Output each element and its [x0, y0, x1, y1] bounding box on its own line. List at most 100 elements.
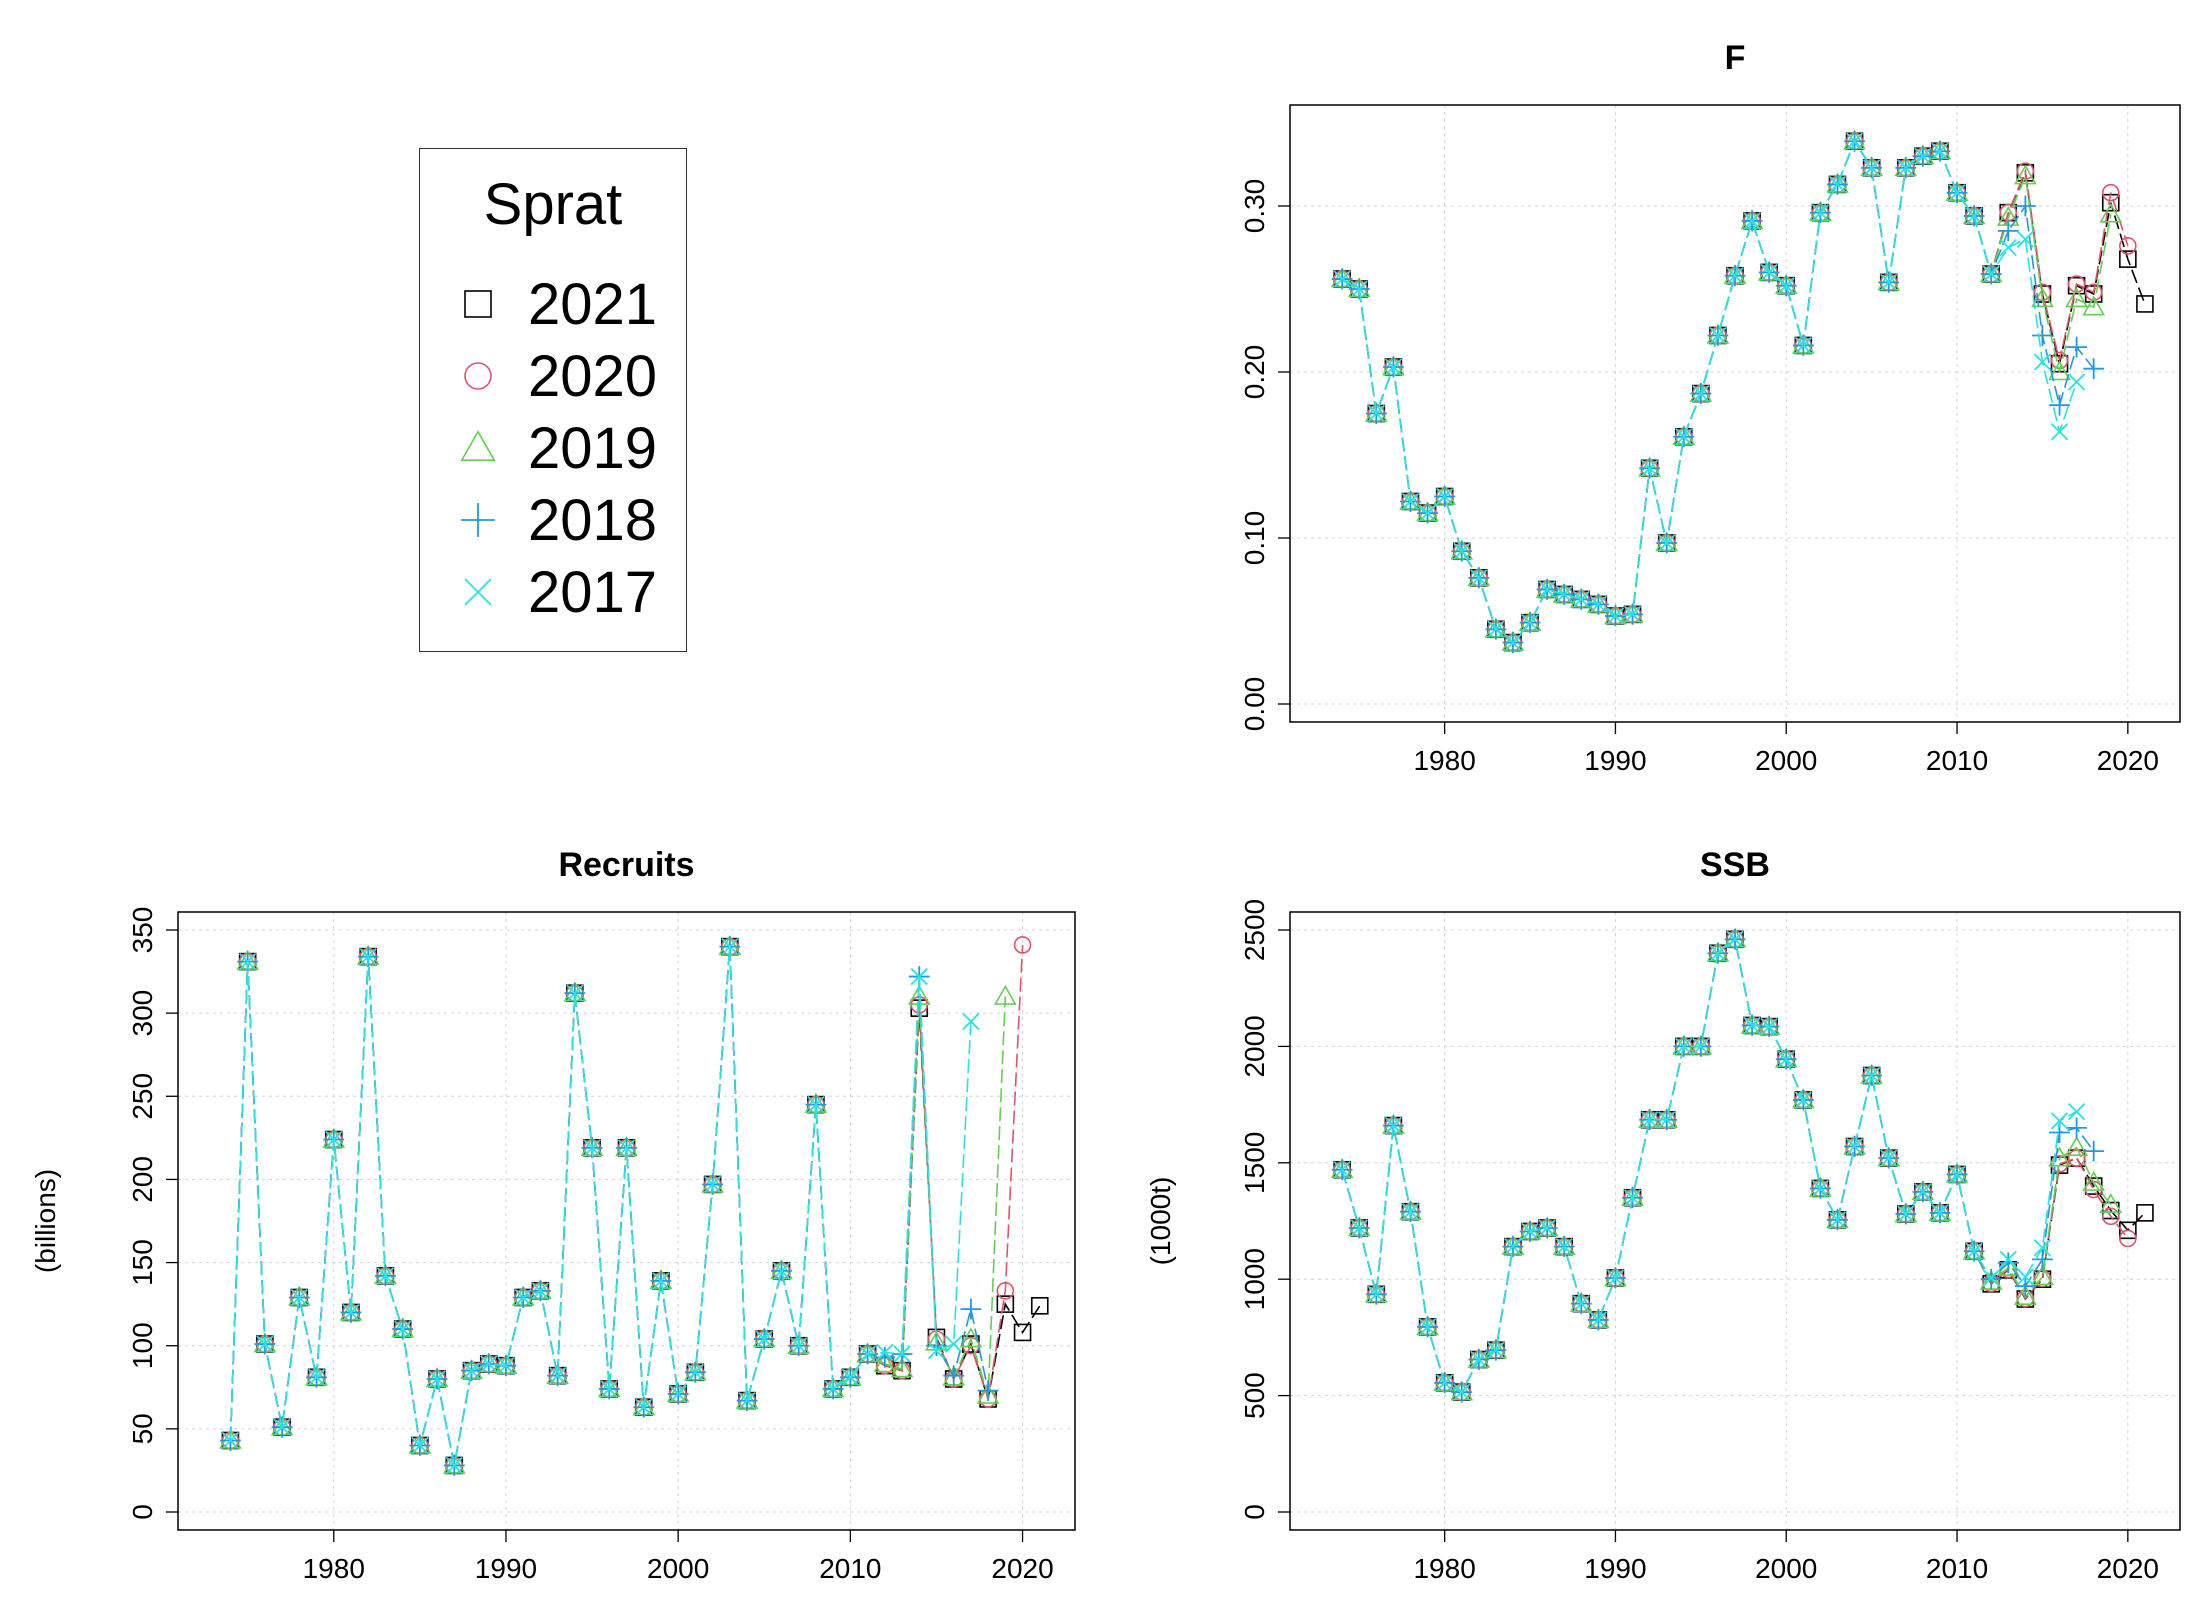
data-point [359, 947, 377, 966]
x-tick-label: 2010 [819, 1553, 881, 1584]
data-point [1453, 542, 1471, 560]
legend-item-2020: 2020 [450, 341, 680, 411]
data-point [2066, 336, 2087, 358]
data-point [342, 1303, 360, 1322]
data-point [462, 1362, 481, 1380]
data-point [531, 1282, 550, 1300]
data-point [1845, 1137, 1864, 1156]
data-point [1623, 1189, 1642, 1207]
data-point [2119, 250, 2137, 268]
data-point [1948, 184, 1966, 202]
data-point [1999, 238, 2017, 257]
series-line [1341, 937, 2095, 1394]
y-tick-label: 0 [1239, 1504, 1270, 1520]
legend-label: 2019 [528, 416, 658, 481]
x-tick-label: 1980 [1413, 1553, 1475, 1584]
data-point [1692, 384, 1710, 403]
data-point [1794, 1091, 1812, 1109]
data-point [1777, 1050, 1795, 1068]
data-point [943, 1365, 965, 1387]
x-tick-label: 2010 [1926, 745, 1988, 776]
legend-item-2018: 2018 [450, 485, 680, 555]
data-point [1589, 595, 1607, 614]
series-line [1341, 937, 2077, 1394]
data-point [910, 967, 928, 986]
data-point [996, 1295, 1015, 1313]
y-tick-label: 0.20 [1239, 345, 1270, 400]
series-2021 [1333, 930, 2154, 1401]
data-point [1521, 1222, 1539, 1241]
series-line [1341, 937, 2112, 1394]
data-point [2066, 1117, 2087, 1139]
data-point [907, 984, 931, 1005]
data-point [1931, 1204, 1949, 1222]
data-point [1640, 459, 1659, 477]
data-point [1880, 1149, 1898, 1167]
legend-label: 2017 [528, 560, 658, 625]
x-tick-label: 1990 [1584, 745, 1646, 776]
x-tick-label: 2010 [1926, 1553, 1988, 1584]
data-point [497, 1357, 515, 1375]
x-tick-label: 2000 [1755, 1553, 1817, 1584]
data-point [1504, 1237, 1522, 1256]
data-point [893, 1345, 911, 1363]
x-tick-label: 2000 [647, 1553, 709, 1584]
data-point [325, 1130, 343, 1149]
series-2018 [1331, 130, 2105, 653]
legend-symbol-cross [464, 578, 492, 606]
data-point [1504, 633, 1522, 652]
legend-label: 2020 [528, 344, 658, 409]
data-point [1794, 336, 1812, 355]
data-point [1350, 1219, 1368, 1237]
data-point [239, 952, 257, 971]
y-tick-label: 0.00 [1239, 677, 1270, 732]
x-tick-label: 2020 [2097, 745, 2159, 776]
data-point [1828, 1211, 1847, 1229]
series-2017 [1333, 132, 2086, 652]
data-point [1692, 1037, 1710, 1056]
data-point [721, 937, 739, 956]
legend: Sprat 2021 2020 2019 2018 2017 [419, 148, 687, 652]
legend-symbol-circle [464, 362, 492, 390]
data-point [2049, 394, 2070, 416]
data-point [2119, 237, 2137, 255]
series-2020 [1333, 930, 2137, 1401]
data-point [2099, 1193, 2123, 1214]
data-point [2032, 325, 2053, 346]
data-point [2067, 1102, 2086, 1121]
series-2019 [1330, 927, 2123, 1401]
data-point [2083, 1140, 2105, 1162]
data-point [1589, 1311, 1607, 1329]
data-point [1880, 273, 1898, 291]
legend-symbol-triangle [460, 430, 496, 461]
data-point [976, 1383, 1000, 1404]
data-point [2065, 1136, 2088, 1156]
data-point [738, 1391, 756, 1410]
x-tick-label: 2020 [2097, 1553, 2159, 1584]
data-point [890, 1357, 914, 1378]
data-point [1521, 614, 1539, 632]
y-tick-label: 2500 [1239, 899, 1270, 961]
data-point [1384, 358, 1403, 376]
data-point [927, 1342, 946, 1360]
series-line [1341, 937, 2129, 1394]
data-point [1863, 1066, 1881, 1085]
y-tick-label: 150 [127, 1239, 158, 1286]
legend-label: 2018 [528, 488, 658, 553]
series-line [1341, 937, 2146, 1394]
data-point [2067, 1149, 2086, 1167]
data-point [996, 1282, 1015, 1300]
data-point [669, 1385, 687, 1403]
data-point [1436, 1374, 1454, 1392]
data-point [394, 1320, 412, 1338]
data-point [2016, 230, 2034, 248]
x-tick-label: 1990 [475, 1553, 537, 1584]
data-point [2050, 1112, 2069, 1130]
legend-marker [461, 503, 495, 537]
data-point [1487, 620, 1505, 638]
data-point [2082, 1170, 2106, 1191]
panel-f: 1980 1990 2000 2010 2020 0.00 0.10 0.20 0.30 F [1239, 39, 2181, 776]
data-point [1997, 220, 2019, 242]
data-point [2033, 353, 2052, 371]
